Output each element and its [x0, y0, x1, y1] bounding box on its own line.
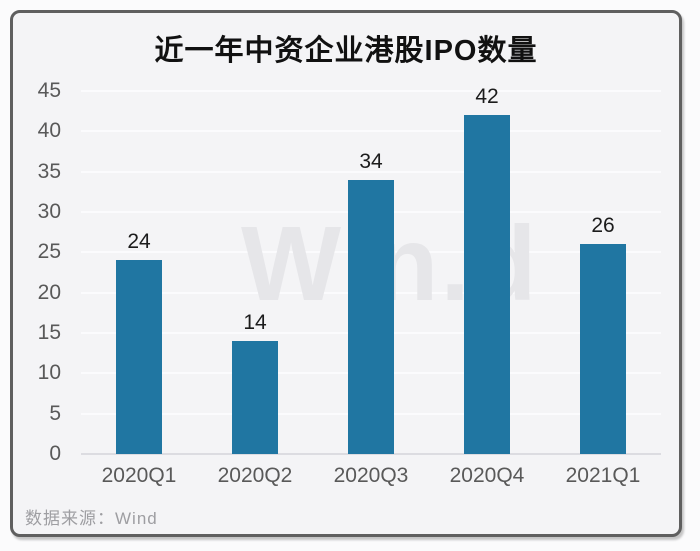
y-tick-label: 15: [37, 321, 61, 344]
data-source-label: 数据来源：Wind: [25, 509, 158, 528]
bar-2021Q1: [580, 244, 626, 454]
chart-title: 近一年中资企业港股IPO数量: [154, 35, 538, 67]
y-tick-label: 25: [37, 240, 61, 264]
y-tick-label: 45: [37, 79, 61, 102]
gridline: [81, 90, 661, 92]
x-axis: 2020Q1 2020Q2 2020Q3 2020Q4 2021Q1: [81, 462, 661, 488]
gridline: [81, 130, 661, 133]
bar-value-label: 24: [127, 230, 151, 254]
y-tick-label: 40: [37, 119, 61, 143]
bar-value-label: 26: [591, 214, 615, 238]
bar-2020Q4: [464, 115, 510, 454]
y-tick-label: 35: [37, 159, 61, 183]
x-tick-label: 2020Q3: [333, 464, 409, 487]
x-tick-label: 2020Q4: [449, 464, 525, 487]
bar-value-label: 14: [243, 311, 267, 335]
x-tick-label: 2021Q1: [565, 464, 641, 487]
y-tick-label: 0: [49, 442, 61, 465]
bar-2020Q1: [116, 260, 162, 454]
x-baseline: [81, 453, 661, 455]
bar-2020Q2: [232, 341, 278, 454]
y-tick-label: 20: [37, 280, 61, 304]
gridline: [81, 170, 661, 173]
chart-card: 近一年中资企业港股IPO数量 Win.d 051015202530354045 …: [10, 10, 682, 537]
bar-value-label: 34: [359, 149, 383, 173]
plot-area: 24 14 34 42 26: [81, 85, 661, 455]
x-tick-label: 2020Q1: [101, 464, 177, 487]
x-tick-label: 2020Q2: [217, 464, 293, 487]
y-axis: 0 5 10 15 20 25 30 35 40 45: [13, 80, 61, 465]
bar-value-label: 42: [475, 85, 499, 109]
y-tick-label: 30: [37, 200, 61, 223]
y-tick-label: 10: [37, 361, 61, 385]
y-tick-label: 5: [49, 401, 61, 425]
bar-2020Q3: [348, 179, 394, 454]
